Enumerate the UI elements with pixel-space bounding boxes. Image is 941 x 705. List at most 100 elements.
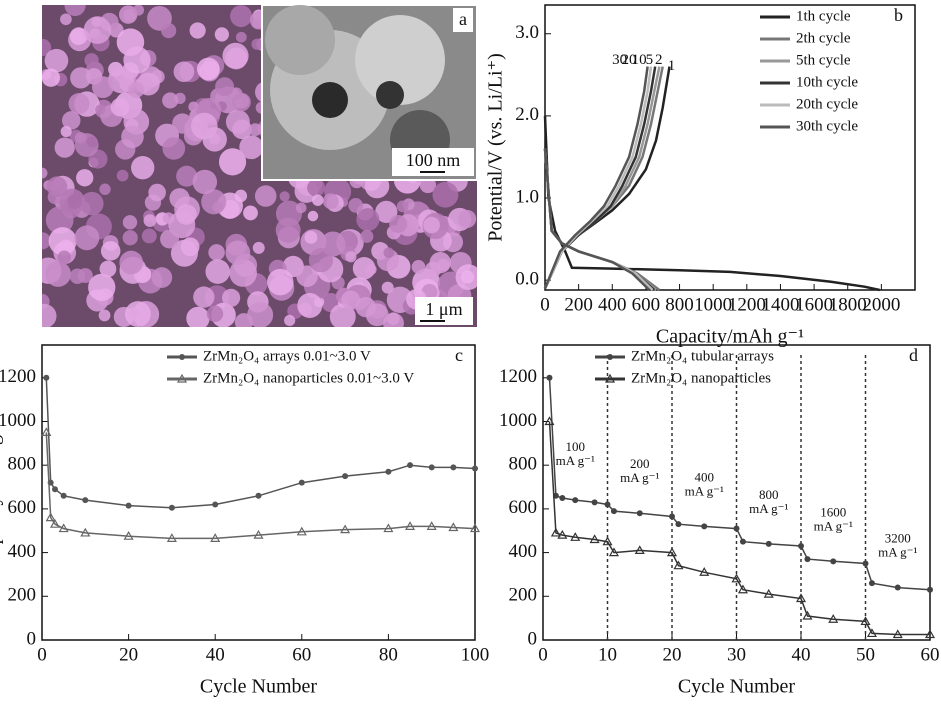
sem-grain (248, 123, 262, 137)
y-tick-label: 1000 (499, 410, 537, 431)
sem-grain (345, 251, 357, 263)
sem-grain (131, 156, 155, 180)
legend-label: ZrMn₂O₄ nanoparticles (631, 370, 771, 386)
scale-label: 1 μm (425, 299, 462, 319)
y-tick-label: 400 (509, 541, 538, 562)
sem-grain (69, 27, 88, 45)
data-marker (472, 465, 478, 472)
sem-grain (267, 268, 294, 296)
x-tick-label: 800 (665, 294, 694, 315)
sem-grain (215, 77, 235, 97)
data-marker (550, 527, 561, 537)
sem-grain (162, 92, 179, 109)
sem-grain (424, 261, 442, 278)
sem-grain (296, 265, 318, 287)
sem-grain (239, 135, 264, 160)
data-marker (589, 534, 600, 544)
series-line (45, 432, 476, 540)
data-marker (675, 521, 682, 528)
data-marker (428, 464, 435, 471)
x-tick-label: 40 (206, 644, 225, 665)
legend-label: ZrMn₂O₄ nanoparticles 0.01~3.0 V (203, 370, 414, 386)
sem-grain (69, 268, 86, 284)
data-marker (699, 567, 710, 576)
sem-grain (225, 240, 251, 266)
sem-grain (252, 241, 265, 254)
y-tick-label: 0.0 (515, 269, 539, 290)
x-tick-label: 600 (632, 294, 661, 315)
sem-grain (189, 22, 206, 39)
data-marker (765, 540, 772, 547)
sem-grain (229, 259, 257, 287)
curve-label: 10 (632, 52, 647, 68)
sem-grain (222, 42, 249, 69)
sem-grain (312, 194, 324, 206)
data-marker (469, 523, 481, 533)
sem-grain (247, 301, 274, 327)
inset-scale-label: 100 nm (406, 150, 461, 170)
sem-grain (205, 259, 231, 284)
label-bg (453, 8, 473, 32)
sem-grain (356, 208, 380, 232)
data-marker (168, 504, 175, 511)
y-tick-label: 2.0 (515, 104, 539, 125)
sem-grain (230, 5, 253, 28)
sem-grain (396, 200, 409, 213)
sem-grain (70, 67, 92, 89)
sem-grain (42, 232, 51, 250)
sem-grain (173, 61, 195, 83)
data-marker (828, 614, 839, 623)
x-tick-label: 1800 (829, 294, 867, 315)
data-marker (210, 533, 221, 542)
curve-label: 5 (646, 52, 654, 68)
rate-unit: mA g⁻¹ (814, 518, 853, 533)
legend-label: 30th cycle (796, 118, 858, 134)
data-marker (544, 416, 555, 426)
x-tick-label: 20 (119, 644, 138, 665)
sem-grain (123, 9, 137, 22)
sem-grain (125, 301, 151, 327)
legend-label: ZrMn₂O₄ arrays 0.01~3.0 V (203, 348, 371, 364)
rate-unit: mA g⁻¹ (878, 545, 917, 560)
rate-value: 200 (630, 456, 650, 471)
y-tick-label: 400 (8, 541, 37, 562)
sem-grain (308, 248, 334, 273)
y-tick-label: 600 (509, 497, 538, 518)
sem-grain (86, 136, 99, 148)
sem-grain (341, 290, 361, 310)
sem-grain (192, 169, 218, 195)
data-marker (636, 510, 643, 517)
sem-grain (297, 292, 323, 318)
data-marker (123, 530, 134, 540)
data-marker (669, 513, 675, 520)
sem-grain (208, 244, 225, 261)
sem-grain (123, 46, 151, 74)
sem-grain (295, 202, 307, 214)
x-tick-label: 400 (598, 294, 627, 315)
series-line (543, 66, 651, 291)
sem-grain (108, 66, 135, 94)
data-marker (604, 501, 611, 508)
sem-grain (389, 214, 408, 233)
sem-grain (307, 178, 326, 197)
sem-grain (42, 303, 57, 327)
y-tick-label: 0 (528, 628, 538, 649)
plot-frame (544, 4, 916, 291)
x-tick-label: 40 (792, 644, 811, 665)
data-marker (255, 492, 262, 499)
sem-grain (64, 5, 86, 17)
legend-marker (176, 373, 188, 383)
plot-frame (41, 344, 476, 641)
data-marker (82, 497, 89, 504)
data-marker (608, 547, 619, 557)
data-marker (572, 497, 579, 504)
rate-unit: mA g⁻¹ (749, 501, 788, 516)
data-marker (673, 560, 684, 570)
x-tick-label: 60 (921, 644, 940, 665)
sem-grain (98, 309, 111, 322)
data-marker (340, 524, 351, 534)
sem-grain (92, 76, 114, 99)
sem-grain (420, 178, 434, 192)
data-marker (450, 464, 457, 471)
legend-label: 20th cycle (796, 96, 858, 112)
